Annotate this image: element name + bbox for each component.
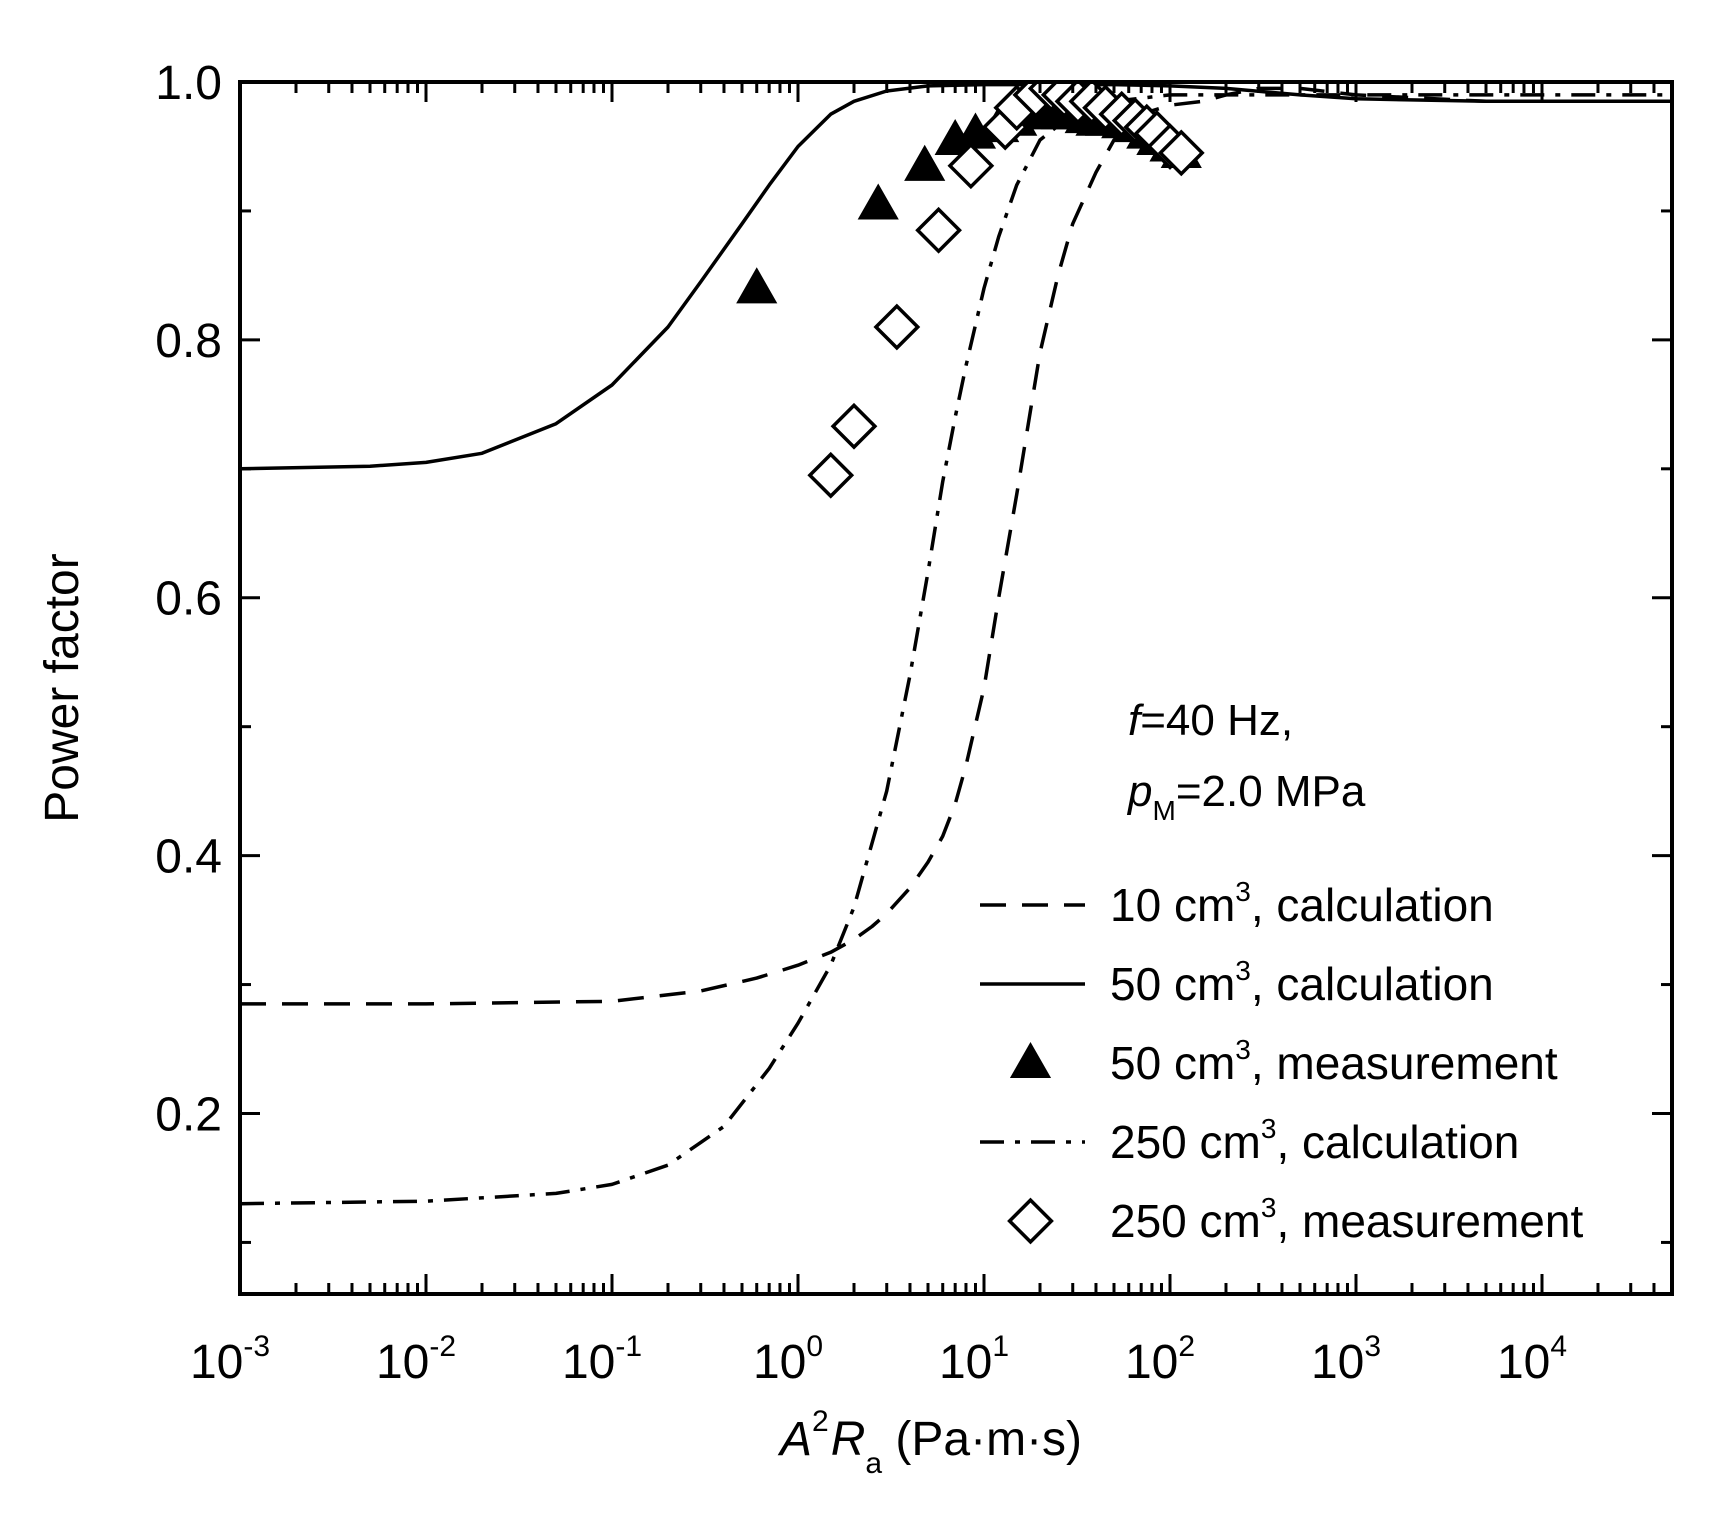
triangle-marker — [904, 144, 946, 181]
x-tick-base: 10 — [376, 1336, 429, 1389]
x-tick-label: 10-1 — [562, 1330, 642, 1389]
x-tick-exponent: 3 — [1364, 1330, 1381, 1363]
y-tick-label: 0.2 — [155, 1088, 222, 1141]
legend-label: 50 cm3, calculation — [1110, 955, 1494, 1010]
annotation-frequency-value: =40 Hz, — [1140, 696, 1293, 745]
x-axis-title-subscript: a — [865, 1447, 882, 1480]
x-tick-base: 10 — [753, 1336, 806, 1389]
diamond-marker — [1157, 129, 1205, 177]
diamond-marker — [807, 451, 855, 499]
legend-label-name: 10 cm — [1110, 879, 1235, 931]
x-axis-title-variable: R — [831, 1413, 866, 1466]
x-tick-label: 103 — [1311, 1330, 1381, 1389]
x-tick-label: 101 — [939, 1330, 1009, 1389]
annotation-pressure: pM=2.0 MPa — [1126, 767, 1366, 826]
legend-label-suffix: , calculation — [1251, 958, 1494, 1010]
triangle-marker — [857, 183, 899, 220]
diamond-marker — [830, 402, 878, 450]
x-axis-title-symbol: A — [777, 1413, 812, 1466]
legend-label-superscript: 3 — [1235, 876, 1251, 907]
legend-label-name: 250 cm — [1110, 1195, 1261, 1247]
series-line-dashed — [240, 86, 1672, 1006]
axis-ticks — [238, 80, 1674, 1294]
legend-label-superscript: 3 — [1261, 1113, 1277, 1144]
plot-area — [240, 82, 1672, 1206]
x-tick-base: 10 — [939, 1336, 992, 1389]
x-tick-exponent: 1 — [992, 1330, 1009, 1363]
legend-label-suffix: , measurement — [1251, 1037, 1558, 1089]
diamond-marker — [1007, 1197, 1054, 1245]
annotation: f=40 Hz, pM=2.0 MPa — [1126, 696, 1366, 826]
annotation-pressure-value: =2.0 MPa — [1176, 767, 1366, 816]
legend-label-name: 250 cm — [1110, 1116, 1261, 1168]
legend-label-name: 50 cm — [1110, 958, 1235, 1010]
diamond-marker — [947, 142, 995, 190]
x-tick-base: 10 — [1497, 1336, 1550, 1389]
legend-label-suffix: , measurement — [1276, 1195, 1583, 1247]
legend-label: 10 cm3, calculation — [1110, 876, 1494, 931]
axis-labels: 10-3 10-2 10-1 100 101 102 103 1040.20.40.60.81… — [36, 57, 1567, 1480]
x-tick-exponent: -1 — [615, 1330, 642, 1363]
x-tick-label: 100 — [753, 1330, 823, 1389]
y-tick-label: 0.8 — [155, 315, 222, 368]
x-tick-label: 104 — [1497, 1330, 1567, 1389]
legend-label-superscript: 3 — [1261, 1192, 1277, 1223]
x-tick-exponent: 2 — [1178, 1330, 1195, 1363]
legend-label-superscript: 3 — [1235, 955, 1251, 986]
x-tick-exponent: 4 — [1550, 1330, 1567, 1363]
x-tick-exponent: -2 — [429, 1330, 456, 1363]
triangle-marker — [1009, 1041, 1052, 1079]
annotation-frequency: f=40 Hz, — [1128, 696, 1293, 745]
y-tick-label: 0.4 — [155, 831, 222, 884]
x-axis-title-unit: (Pa·m·s) — [882, 1413, 1082, 1466]
y-axis-title: Power factor — [36, 553, 89, 822]
triangle-marker — [736, 267, 778, 304]
x-tick-exponent: -3 — [243, 1330, 270, 1363]
x-tick-label: 10-3 — [190, 1330, 270, 1389]
legend-label: 50 cm3, measurement — [1110, 1034, 1558, 1089]
x-tick-base: 10 — [1311, 1336, 1364, 1389]
legend-label-superscript: 3 — [1235, 1034, 1251, 1065]
diamond-marker — [915, 206, 962, 254]
series-line-solid — [240, 82, 1672, 471]
x-tick-base: 10 — [1125, 1336, 1178, 1389]
legend-label: 250 cm3, measurement — [1110, 1192, 1583, 1247]
plot-frame — [238, 80, 1674, 1296]
annotation-pressure-symbol: p — [1126, 767, 1152, 816]
x-axis-title-superscript: 2 — [812, 1405, 829, 1438]
x-tick-exponent: 0 — [806, 1330, 823, 1363]
legend-label-name: 50 cm — [1110, 1037, 1235, 1089]
legend-label: 250 cm3, calculation — [1110, 1113, 1519, 1168]
x-tick-base: 10 — [190, 1336, 243, 1389]
x-tick-label: 10-2 — [376, 1330, 456, 1389]
x-tick-label: 102 — [1125, 1330, 1195, 1389]
x-tick-base: 10 — [562, 1336, 615, 1389]
legend-label-suffix: , calculation — [1251, 879, 1494, 931]
diamond-marker — [873, 303, 921, 351]
x-axis-title: A2Ra (Pa·m·s) — [777, 1405, 1082, 1480]
y-tick-label: 1.0 — [155, 57, 222, 110]
annotation-pressure-subscript: M — [1152, 795, 1175, 826]
y-tick-label: 0.6 — [155, 573, 222, 626]
legend-label-suffix: , calculation — [1276, 1116, 1519, 1168]
